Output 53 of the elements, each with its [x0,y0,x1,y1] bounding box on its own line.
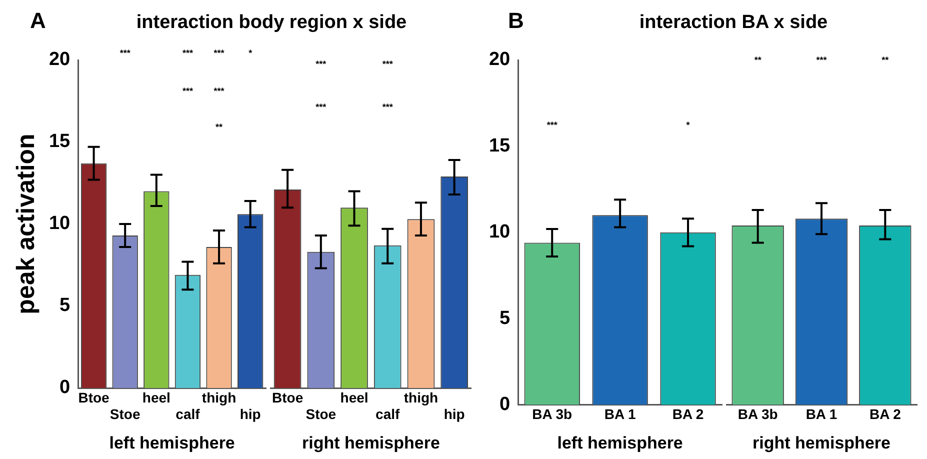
x-tick-label: thigh [202,389,236,406]
text: *** [214,48,224,59]
annotation: *** [214,86,224,97]
chart-title: interaction BA x side [638,12,829,34]
x-axis-title: left hemisphere [109,433,235,452]
y-tick-label: 0 [60,377,70,398]
x-axis-title: right hemisphere [302,433,440,452]
text: A [30,8,46,34]
annotation: *** [546,120,558,132]
x-tick-label: Btoe [78,389,110,406]
y-tick-label: 10 [48,213,70,234]
x-axis-title: left hemisphere [557,433,683,452]
x-tick-label: hip [240,406,261,422]
x-tick-label: Stoe [110,406,140,422]
x-tick-label: BA 1 [604,406,636,422]
x-tick-label: Btoe [272,389,304,406]
x-tick-label: calf [376,406,400,422]
y-tick-label: 5 [60,295,71,316]
y-tick-label: 20 [488,49,510,70]
x-tick-label: BA 3b [532,406,572,422]
annotation: * [686,120,690,132]
annotation: *** [316,59,326,70]
annotation: *** [316,102,326,114]
text: *** [182,48,193,59]
y-tick-label: 5 [500,308,511,329]
x-axis-title: right hemisphere [752,433,890,452]
y-tick-label: 0 [500,394,510,416]
chart-title: interaction body region x side [135,12,408,34]
x-tick-label: calf [176,406,200,422]
annotation: ** [882,54,889,66]
y-axis-title: peak activation [12,134,40,314]
text: *** [120,48,130,59]
y-tick-label: 10 [488,222,510,243]
annotation: *** [382,102,393,114]
y-tick-label: 20 [48,49,70,70]
y-tick-label: 15 [48,131,71,152]
x-tick-label: thigh [404,389,438,406]
x-tick-label: BA 1 [806,406,838,422]
annotation: *** [382,59,393,70]
x-tick-label: heel [142,389,170,406]
y-tick-label: 15 [488,135,511,156]
annotation: ** [754,54,762,66]
x-tick-label: heel [340,389,368,406]
annotation: *** [816,54,827,66]
x-tick-label: BA 2 [869,406,902,422]
annotation: ** [216,122,223,133]
x-tick-label: BA 2 [672,406,704,422]
x-tick-label: BA 3b [738,406,778,422]
text: * [248,48,252,59]
annotation: *** [182,86,193,97]
x-tick-label: Stoe [306,406,336,422]
text: B [508,8,524,34]
x-tick-label: hip [444,406,465,422]
